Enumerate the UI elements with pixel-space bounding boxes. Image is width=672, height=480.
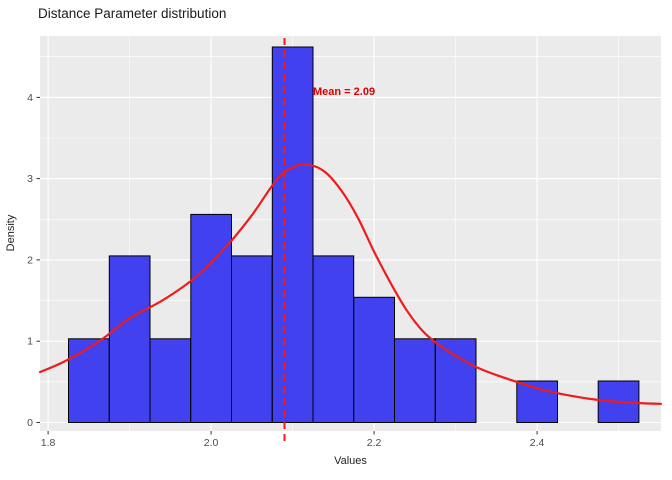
axis-tick-labels: 1.8 2.0 2.2 2.4 0 1 2 3 4 — [27, 92, 544, 449]
histogram-bar — [353, 296, 395, 423]
x-axis-title: Values — [334, 455, 367, 467]
axis-ticks — [36, 96, 538, 435]
histogram-bar — [394, 338, 436, 423]
y-tick-label: 1 — [27, 336, 33, 348]
mean-annotation: Mean = 2.09 — [313, 86, 375, 98]
histogram-bar — [271, 46, 314, 423]
y-tick-label: 2 — [27, 254, 33, 266]
x-tick-label: 2.0 — [204, 437, 219, 449]
density-curve — [38, 163, 663, 405]
chart-title: Distance Parameter distribution — [38, 6, 227, 21]
histogram-bar — [149, 338, 192, 423]
y-tick-label: 3 — [27, 173, 33, 185]
y-tick-label: 0 — [27, 417, 33, 429]
histogram-bars — [68, 46, 640, 423]
histogram-bar — [231, 255, 273, 423]
histogram-bar — [68, 338, 110, 423]
histogram-bar — [108, 255, 151, 423]
histogram-bar — [190, 213, 233, 423]
x-tick-label: 2.4 — [530, 437, 545, 449]
histogram-bar — [434, 338, 477, 423]
histogram-bar — [312, 255, 355, 423]
x-tick-label: 1.8 — [41, 437, 56, 449]
x-tick-label: 2.2 — [367, 437, 382, 449]
y-tick-label: 4 — [27, 92, 33, 104]
y-axis-title: Density — [5, 214, 17, 252]
